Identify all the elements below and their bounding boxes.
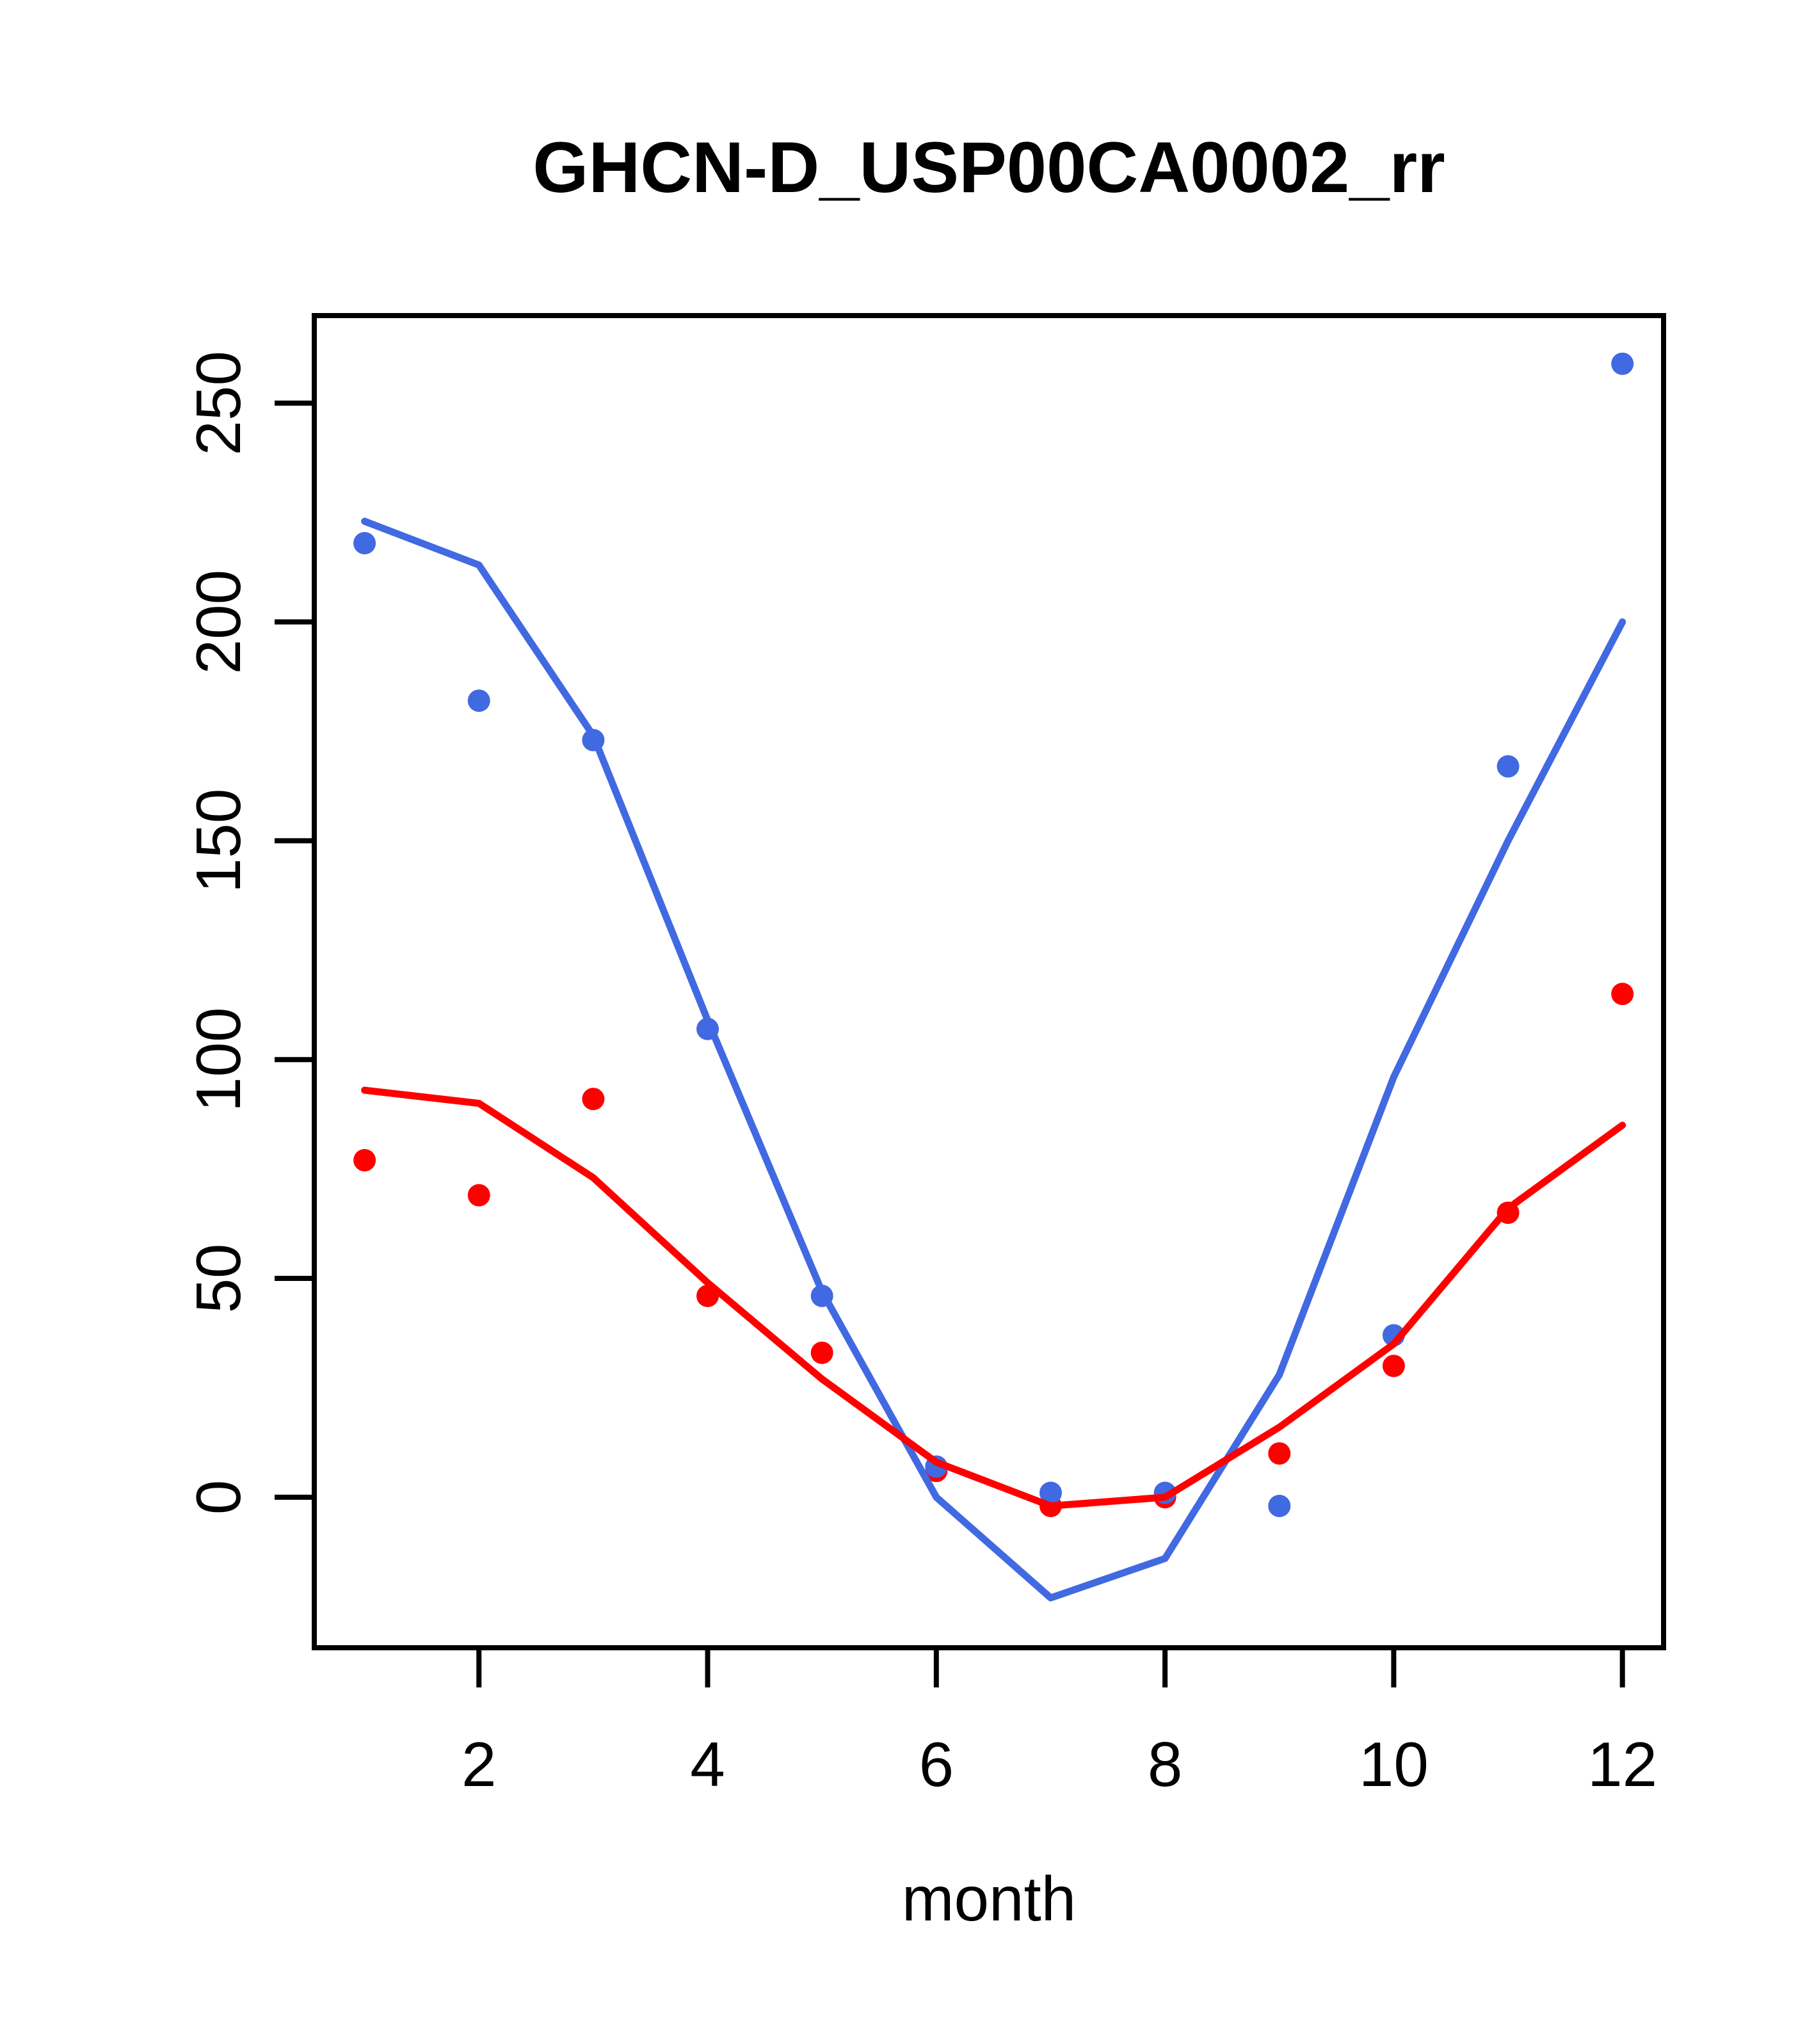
data-point-blue-points-m11 xyxy=(1497,755,1520,778)
data-point-red-points-m1 xyxy=(353,1148,376,1171)
data-line-blue-line xyxy=(361,517,1626,1602)
data-point-red-points-m2 xyxy=(467,1184,490,1207)
y-axis-tick-label: 250 xyxy=(183,351,253,456)
data-point-red-points-m12 xyxy=(1611,983,1634,1006)
x-axis-tick-label: 8 xyxy=(1148,1729,1183,1799)
y-axis-tick-label: 50 xyxy=(183,1244,253,1314)
y-axis-tick-label: 0 xyxy=(183,1480,253,1515)
data-point-blue-points-m2 xyxy=(467,689,490,712)
data-line-red-line xyxy=(361,1086,1626,1510)
data-point-red-points-m3 xyxy=(582,1088,605,1111)
data-point-blue-points-m7 xyxy=(1039,1481,1062,1504)
data-point-red-points-m5 xyxy=(810,1341,833,1364)
x-axis-tick-label: 10 xyxy=(1359,1729,1429,1799)
data-point-blue-points-m1 xyxy=(353,531,376,554)
data-point-red-points-m10 xyxy=(1382,1355,1405,1378)
series-layer xyxy=(353,352,1634,1602)
x-axis-tick-label: 4 xyxy=(690,1729,725,1799)
y-axis-tick-label: 200 xyxy=(183,570,253,675)
axes-layer: 0 50 100 150 200 250 2 4 6 8 10 12 xyxy=(183,313,1666,1799)
data-point-red-points-m9 xyxy=(1268,1442,1291,1465)
plot-frame xyxy=(312,313,1666,1650)
x-axis-label: month xyxy=(902,1863,1076,1934)
x-axis-tick-label: 2 xyxy=(462,1729,497,1799)
y-axis-tick-label: 150 xyxy=(183,789,253,894)
x-axis-tick-label: 6 xyxy=(919,1729,954,1799)
data-point-blue-points-m12 xyxy=(1611,352,1634,375)
data-point-blue-points-m9 xyxy=(1268,1495,1291,1518)
chart-title: GHCN-D_USP00CA0002_rr xyxy=(533,127,1445,207)
x-axis-tick-label: 12 xyxy=(1587,1729,1657,1799)
y-axis-tick-label: 100 xyxy=(183,1007,253,1112)
